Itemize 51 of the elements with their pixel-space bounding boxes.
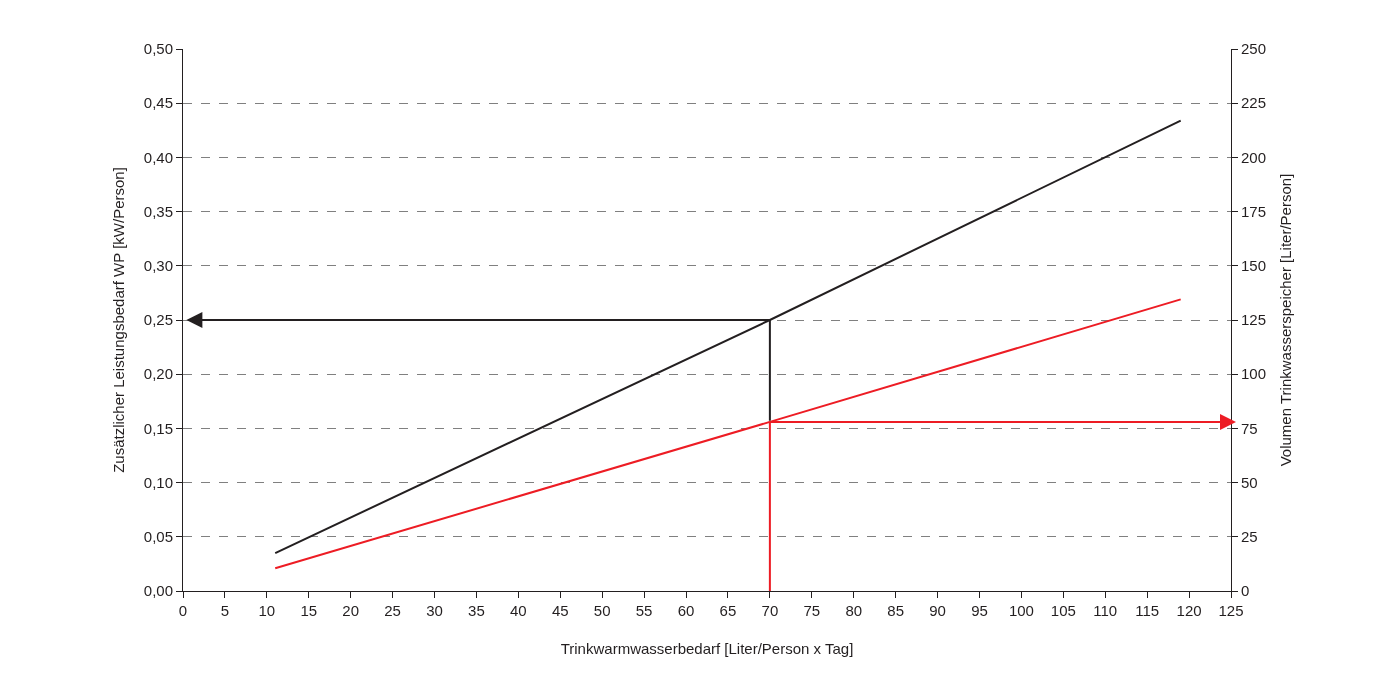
- x-tick-label: 125: [1218, 602, 1244, 619]
- y-tick-label: 0,45: [143, 94, 173, 112]
- y-tick-label: 0,05: [143, 528, 173, 546]
- y2-tick-label: 75: [1241, 419, 1258, 437]
- y-tick-label: 0,40: [143, 148, 173, 166]
- x-tick-label: 15: [300, 602, 318, 619]
- x-tick-label: 100: [1008, 602, 1034, 619]
- y2-tick-label: 50: [1241, 473, 1258, 491]
- x-tick-label: 75: [803, 602, 821, 619]
- x-tick-label: 120: [1176, 602, 1202, 619]
- y-tick-label: 0,10: [143, 473, 173, 491]
- x-tick-label: 85: [887, 602, 904, 619]
- y2-tick-label: 25: [1241, 528, 1258, 546]
- x-tick-label: 25: [384, 602, 401, 619]
- y2-tick-label: 0: [1241, 582, 1250, 600]
- x-tick-label: 110: [1093, 602, 1118, 619]
- y-tick-label: 0,35: [143, 202, 173, 220]
- x-tick-label: 50: [593, 602, 611, 619]
- x-tick-label: 45: [551, 602, 569, 619]
- y2-tick-label: 150: [1241, 257, 1267, 275]
- x-tick-label: 0: [178, 602, 188, 619]
- x-axis-title: Trinkwarmwasserbedarf [Liter/Person x Tag]: [560, 640, 854, 657]
- y-tick-label: 0,50: [143, 40, 173, 58]
- x-tick-label: 20: [342, 602, 360, 619]
- y-tick-label: 0,30: [143, 257, 173, 275]
- x-tick-label: 30: [426, 602, 443, 619]
- x-tick-label: 105: [1050, 602, 1076, 619]
- y2-tick-label: 100: [1241, 365, 1267, 383]
- y-tick-label: 0,20: [143, 365, 173, 383]
- x-tick-label: 95: [971, 602, 988, 619]
- x-tick-label: 65: [719, 602, 737, 619]
- x-tick-label: 10: [258, 602, 276, 619]
- x-tick-label: 80: [845, 602, 863, 619]
- x-tick-label: 55: [635, 602, 653, 619]
- x-tick-label: 70: [761, 602, 779, 619]
- y2-tick-label: 200: [1241, 148, 1267, 166]
- x-tick-label: 60: [677, 602, 695, 619]
- y2-axis-title: Volumen Trinkwasserspeicher [Liter/Person]: [1277, 173, 1295, 467]
- y2-tick-label: 125: [1241, 311, 1267, 329]
- y-axis-title: Zusätzlicher Leistungsbedarf WP [kW/Person]: [110, 167, 128, 473]
- y2-tick-label: 225: [1241, 94, 1267, 112]
- y-tick-label: 0,00: [143, 582, 173, 600]
- x-tick-label: 35: [468, 602, 485, 619]
- y2-tick-label: 250: [1241, 40, 1267, 58]
- x-tick-label: 5: [220, 602, 230, 619]
- y-tick-label: 0,15: [143, 419, 173, 437]
- y-tick-label: 0,25: [143, 311, 173, 329]
- y2-tick-label: 175: [1241, 202, 1267, 220]
- x-tick-label: 40: [510, 602, 527, 619]
- x-tick-label: 115: [1135, 602, 1160, 619]
- x-tick-label: 90: [929, 602, 946, 619]
